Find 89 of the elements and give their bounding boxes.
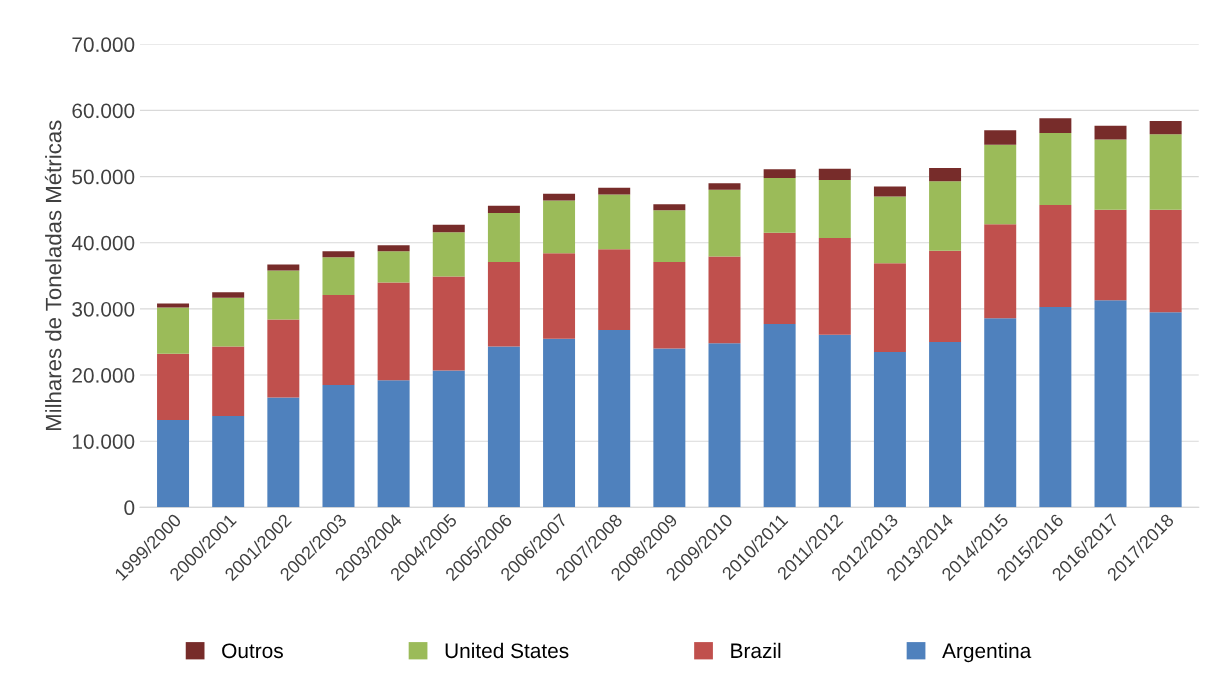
bar	[873, 186, 906, 197]
bar	[377, 282, 410, 381]
bar	[598, 194, 631, 250]
y-tick-label: 20.000	[72, 368, 135, 383]
bar	[1039, 306, 1072, 508]
bar	[763, 324, 796, 508]
bar	[267, 270, 300, 320]
bar	[1149, 209, 1182, 313]
bar	[1039, 205, 1072, 307]
bar	[929, 250, 962, 342]
bar	[212, 346, 245, 417]
y-tick-label: 30.000	[72, 301, 135, 317]
bar	[487, 261, 520, 347]
bar	[322, 251, 355, 258]
y-tick-label: 0	[124, 500, 135, 516]
bar	[873, 351, 906, 508]
bar	[543, 253, 576, 339]
bar	[1039, 118, 1072, 133]
legend-label: Argentina	[942, 642, 1032, 663]
bar	[322, 294, 355, 385]
bar	[818, 168, 851, 180]
bar	[1149, 134, 1182, 210]
bar	[653, 261, 686, 349]
y-tick-label: 70.000	[72, 37, 135, 53]
bar	[1094, 300, 1127, 508]
bar	[984, 224, 1017, 319]
bar	[267, 264, 300, 271]
y-axis-title: Milhares de Toneladas Métricas	[44, 120, 62, 431]
bar	[708, 343, 741, 508]
bar	[432, 370, 465, 508]
bar	[1094, 125, 1127, 140]
bar	[432, 232, 465, 277]
y-tick-label: 40.000	[71, 235, 135, 251]
bar	[708, 183, 741, 190]
bar	[818, 179, 851, 239]
bar	[1094, 139, 1127, 210]
bar	[377, 251, 410, 283]
legend-label: Outros	[222, 643, 283, 659]
bar	[873, 196, 906, 264]
y-tick-label: 50.000	[72, 169, 135, 185]
bar	[267, 397, 300, 508]
bar	[267, 319, 300, 398]
bar	[1149, 121, 1182, 135]
bar	[653, 210, 686, 262]
bar	[1094, 209, 1127, 301]
bar	[929, 341, 962, 508]
bar	[487, 205, 520, 213]
bar	[1149, 312, 1182, 508]
bar	[487, 346, 520, 508]
bar	[377, 380, 410, 508]
bar	[763, 177, 796, 233]
y-tick-label: 60.000	[72, 103, 135, 119]
bar	[157, 353, 190, 421]
bar	[157, 307, 190, 354]
bar	[873, 263, 906, 352]
bar	[598, 187, 631, 195]
bar	[598, 330, 631, 508]
bar	[984, 318, 1017, 508]
bar	[212, 297, 245, 347]
bar	[653, 348, 686, 508]
bar	[322, 257, 355, 295]
bar	[543, 200, 576, 254]
bar	[708, 256, 741, 344]
bar	[653, 204, 686, 211]
bar	[377, 245, 410, 252]
y-tick-label: 10.000	[72, 434, 135, 449]
legend-label: United States	[445, 642, 569, 659]
bar	[543, 338, 576, 508]
bar	[708, 189, 741, 257]
bar	[157, 303, 190, 308]
bar	[322, 384, 355, 508]
bar	[432, 276, 465, 371]
bar	[929, 167, 962, 182]
bar	[598, 249, 631, 331]
bar	[1039, 132, 1072, 206]
bar	[763, 169, 796, 178]
bar	[763, 232, 796, 325]
bar	[543, 193, 576, 201]
bar	[212, 416, 245, 508]
bar	[929, 181, 962, 251]
bar	[818, 238, 851, 335]
bar	[984, 144, 1017, 225]
bar	[984, 130, 1017, 145]
bar	[818, 334, 851, 508]
bar	[212, 292, 245, 298]
legend-label: Brazil	[731, 642, 781, 659]
bar	[157, 420, 190, 508]
bar	[432, 224, 465, 233]
bar	[487, 212, 520, 262]
